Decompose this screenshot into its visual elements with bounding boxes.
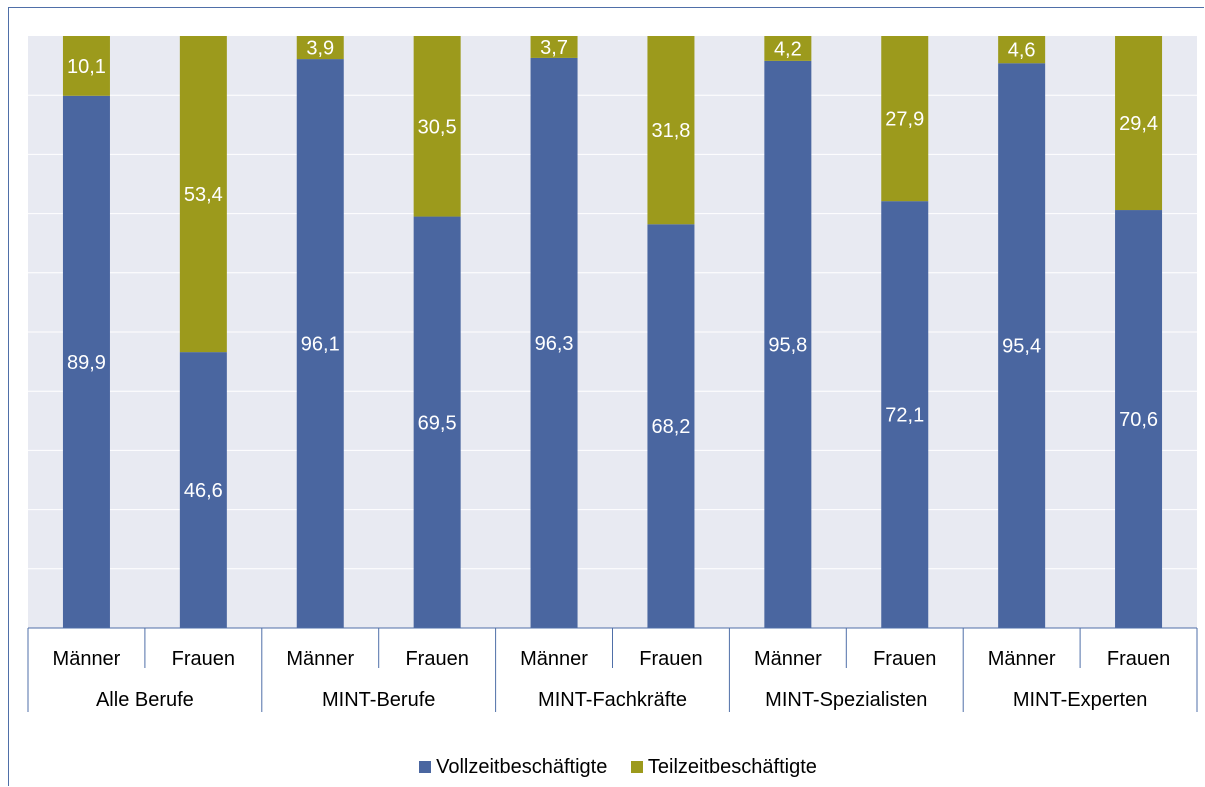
legend-item-vollzeit: Vollzeitbeschäftigte — [419, 756, 607, 778]
data-label-vollzeit: 70,6 — [1119, 409, 1158, 431]
bar-teilzeit — [296, 36, 344, 60]
category-label: Frauen — [172, 648, 235, 670]
data-label-teilzeit: 29,4 — [1119, 113, 1158, 135]
group-label: Alle Berufe — [96, 689, 194, 711]
bar-teilzeit — [881, 36, 929, 202]
bar-teilzeit — [998, 36, 1046, 64]
category-label: Frauen — [405, 648, 468, 670]
bar-teilzeit — [413, 36, 461, 217]
bar-teilzeit — [530, 36, 578, 58]
data-label-vollzeit: 95,4 — [1002, 336, 1041, 358]
chart-frame — [8, 7, 1204, 786]
bar-vollzeit — [764, 60, 812, 628]
data-label-teilzeit: 27,9 — [885, 109, 924, 131]
category-label: Frauen — [873, 648, 936, 670]
category-axis: Männer Frauen Männer Frauen Männer Frauen Männ… — [27, 627, 1198, 712]
data-label-teilzeit: 4,2 — [774, 38, 802, 60]
bar-teilzeit — [647, 36, 695, 225]
group-label: MINT-Experten — [1013, 689, 1147, 711]
data-label-vollzeit: 46,6 — [184, 480, 223, 502]
data-label-vollzeit: 96,1 — [301, 334, 340, 356]
data-label-vollzeit: 68,2 — [651, 416, 690, 438]
data-label-teilzeit: 3,7 — [540, 37, 568, 59]
group-label: MINT-Spezialisten — [765, 689, 927, 711]
data-label-vollzeit: 89,9 — [67, 352, 106, 374]
data-label-teilzeit: 10,1 — [67, 56, 106, 78]
legend-label-vollzeit: Vollzeitbeschäftigte — [436, 756, 608, 778]
category-label: Männer — [286, 648, 354, 670]
legend: Vollzeitbeschäftigte Teilzeitbeschäftigt… — [0, 756, 1205, 778]
group-label: MINT-Berufe — [322, 689, 435, 711]
bar-teilzeit — [179, 36, 227, 353]
category-label: Frauen — [1107, 648, 1170, 670]
bar-vollzeit — [62, 95, 110, 629]
legend-label-teilzeit: Teilzeitbeschäftigte — [647, 756, 817, 778]
bar-vollzeit — [179, 352, 227, 628]
data-label-vollzeit: 95,8 — [768, 334, 807, 356]
data-labels: 89,9 10,1 46,6 53,4 96,1 3,9 69,5 30,5 96,3 3,7 68… — [67, 37, 1158, 502]
bar-teilzeit — [62, 36, 110, 96]
legend-item-teilzeit: Teilzeitbeschäftigte — [630, 756, 817, 778]
data-label-teilzeit: 30,5 — [418, 116, 457, 138]
bar-vollzeit — [881, 201, 929, 628]
bar-teilzeit — [764, 36, 812, 61]
legend-swatch-vollzeit — [419, 761, 432, 773]
data-label-teilzeit: 3,9 — [306, 38, 334, 60]
legend-swatch-teilzeit — [630, 761, 643, 773]
bar-teilzeit — [1115, 36, 1163, 211]
bar-vollzeit — [413, 216, 461, 628]
bars — [62, 36, 1163, 629]
bar-vollzeit — [998, 63, 1046, 629]
category-label: Männer — [988, 648, 1056, 670]
group-label: MINT-Fachkräfte — [538, 689, 687, 711]
category-label: Männer — [754, 648, 822, 670]
data-label-teilzeit: 53,4 — [184, 184, 223, 206]
data-label-teilzeit: 4,6 — [1008, 40, 1036, 62]
bar-vollzeit — [647, 224, 695, 629]
bar-vollzeit — [296, 59, 344, 628]
data-label-vollzeit: 72,1 — [885, 405, 924, 427]
bar-vollzeit — [530, 57, 578, 629]
data-label-vollzeit: 96,3 — [535, 333, 574, 355]
data-label-teilzeit: 31,8 — [651, 120, 690, 142]
category-label: Frauen — [639, 648, 702, 670]
bar-vollzeit — [1115, 210, 1163, 628]
category-label: Männer — [520, 648, 588, 670]
data-label-vollzeit: 69,5 — [418, 412, 457, 434]
category-label: Männer — [53, 648, 121, 670]
